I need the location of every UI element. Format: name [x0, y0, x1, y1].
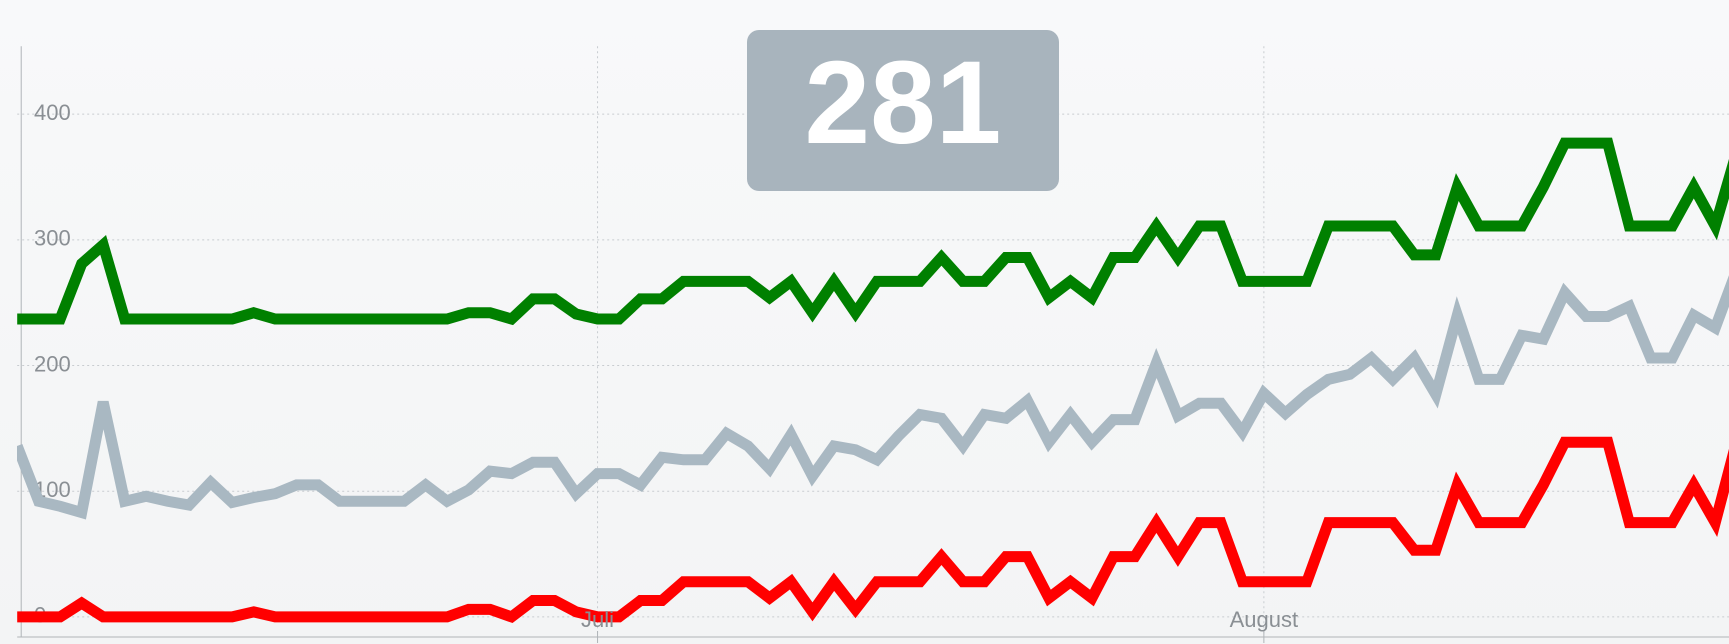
y-tick-label: 300: [34, 226, 71, 251]
x-tick-label: August: [1230, 607, 1299, 632]
series-line: [17, 137, 1729, 326]
badge: [747, 30, 1059, 191]
badge-value: 281: [805, 37, 1002, 169]
plot: [17, 137, 1729, 624]
x-tick-label: Juli: [581, 607, 614, 632]
overlay: 281 Juli August: [581, 30, 1298, 632]
series-line: [17, 275, 1729, 520]
y-tick-label: 200: [34, 351, 71, 376]
series-line: [17, 436, 1729, 624]
y-tick-label: 400: [34, 100, 71, 125]
